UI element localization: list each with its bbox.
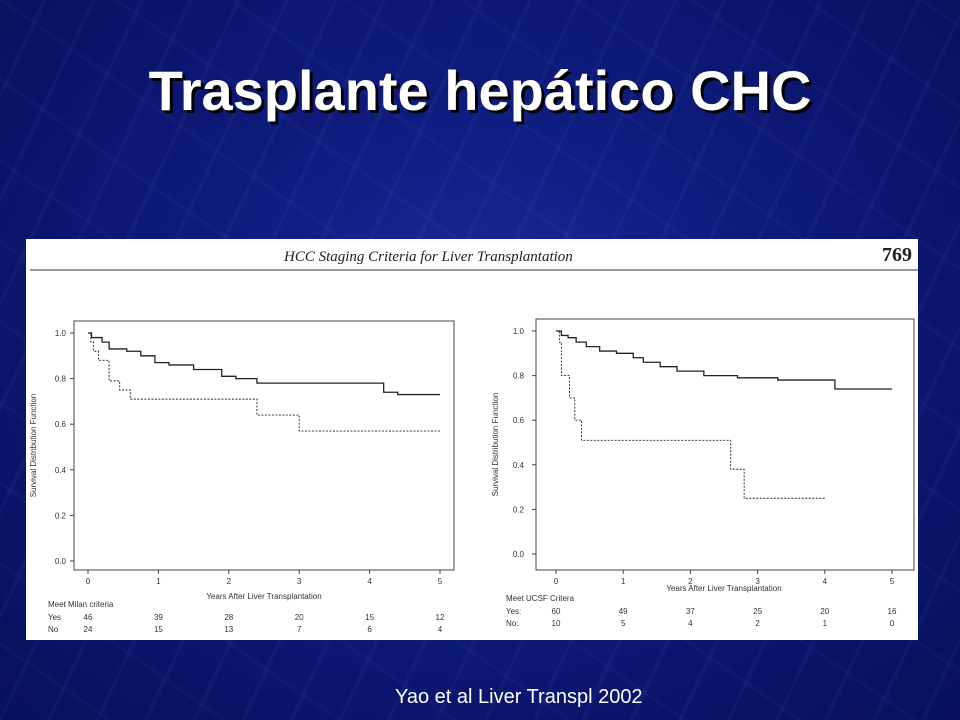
y-axis-label: Survival Distribution Function <box>491 393 500 497</box>
risk-value: 15 <box>154 625 163 634</box>
risk-value: 49 <box>619 607 628 616</box>
survival-curve-yes <box>556 330 892 390</box>
x-axis-label: Years After Liver Transplantation <box>666 584 781 593</box>
risk-value: 2 <box>755 619 760 628</box>
y-tick-label: 0.2 <box>55 511 67 520</box>
risk-value: 20 <box>295 613 304 622</box>
figure-header: HCC Staging Criteria for Liver Transplan… <box>283 249 573 265</box>
risk-value: 1 <box>823 619 828 628</box>
survival-curve-no <box>88 332 440 432</box>
risk-value: 13 <box>224 625 233 634</box>
survival-curve-yes <box>88 332 440 396</box>
x-tick-label: 1 <box>156 577 161 586</box>
risk-value: 7 <box>297 625 302 634</box>
y-tick-label: 0.8 <box>55 375 67 384</box>
risk-value: 20 <box>820 607 829 616</box>
figure-svg: HCC Staging Criteria for Liver Transplan… <box>29 244 918 634</box>
survival-curve-no <box>556 330 825 499</box>
plot-frame <box>535 318 915 571</box>
y-tick-label: 0.2 <box>513 505 525 514</box>
x-tick-label: 2 <box>688 577 693 586</box>
risk-value: 10 <box>552 619 561 628</box>
y-tick-label: 0.4 <box>513 461 525 470</box>
x-tick-label: 3 <box>755 577 760 586</box>
y-tick-label: 1.0 <box>55 329 67 338</box>
x-tick-label: 5 <box>438 577 443 586</box>
risk-value: 6 <box>367 625 372 634</box>
y-tick-label: 0.0 <box>55 557 67 566</box>
risk-row-label: Yes <box>48 613 61 622</box>
figure-page-number: 769 <box>882 244 912 266</box>
risk-value: 25 <box>753 607 762 616</box>
x-tick-label: 1 <box>621 577 626 586</box>
risk-value: 5 <box>621 619 626 628</box>
y-tick-label: 0.0 <box>513 550 525 559</box>
risk-value: 39 <box>154 613 163 622</box>
risk-value: 15 <box>365 613 374 622</box>
risk-value: 12 <box>436 613 445 622</box>
risk-value: 16 <box>888 607 897 616</box>
slide-title: Trasplante hepático CHC <box>148 59 812 122</box>
y-tick-label: 1.0 <box>513 327 525 336</box>
risk-table-label: Meet Milan criteria <box>48 600 114 609</box>
risk-row-label: No: <box>506 619 518 628</box>
risk-table-label: Meet UCSF Critera <box>506 594 575 603</box>
y-tick-label: 0.6 <box>55 420 67 429</box>
risk-row-label: Yes: <box>506 607 521 616</box>
risk-value: 28 <box>224 613 233 622</box>
x-tick-label: 5 <box>890 577 895 586</box>
risk-row-label: No <box>48 625 59 634</box>
risk-value: 0 <box>890 619 895 628</box>
figure-panel: HCC Staging Criteria for Liver Transplan… <box>26 239 918 640</box>
y-tick-label: 0.8 <box>513 372 525 381</box>
citation: Yao et al Liver Transpl 2002 <box>395 686 643 708</box>
plot-frame <box>73 320 455 571</box>
x-tick-label: 4 <box>823 577 828 586</box>
x-tick-label: 0 <box>554 577 559 586</box>
risk-value: 24 <box>84 625 93 634</box>
risk-value: 60 <box>552 607 561 616</box>
x-axis-label: Years After Liver Transplantation <box>206 592 321 601</box>
risk-value: 37 <box>686 607 695 616</box>
y-axis-label: Survival Distribution Function <box>29 394 38 498</box>
x-tick-label: 4 <box>367 577 372 586</box>
risk-value: 4 <box>688 619 693 628</box>
x-tick-label: 2 <box>227 577 232 586</box>
y-tick-label: 0.4 <box>55 466 67 475</box>
y-tick-label: 0.6 <box>513 416 525 425</box>
risk-value: 46 <box>84 613 93 622</box>
ucsf-chart: 0.0 0.2 0.4 0.6 0.8 1.0 0 1 2 3 4 5 Survival Distrib… <box>491 318 915 628</box>
x-tick-label: 3 <box>297 577 302 586</box>
x-tick-label: 0 <box>86 577 91 586</box>
risk-value: 4 <box>438 625 443 634</box>
